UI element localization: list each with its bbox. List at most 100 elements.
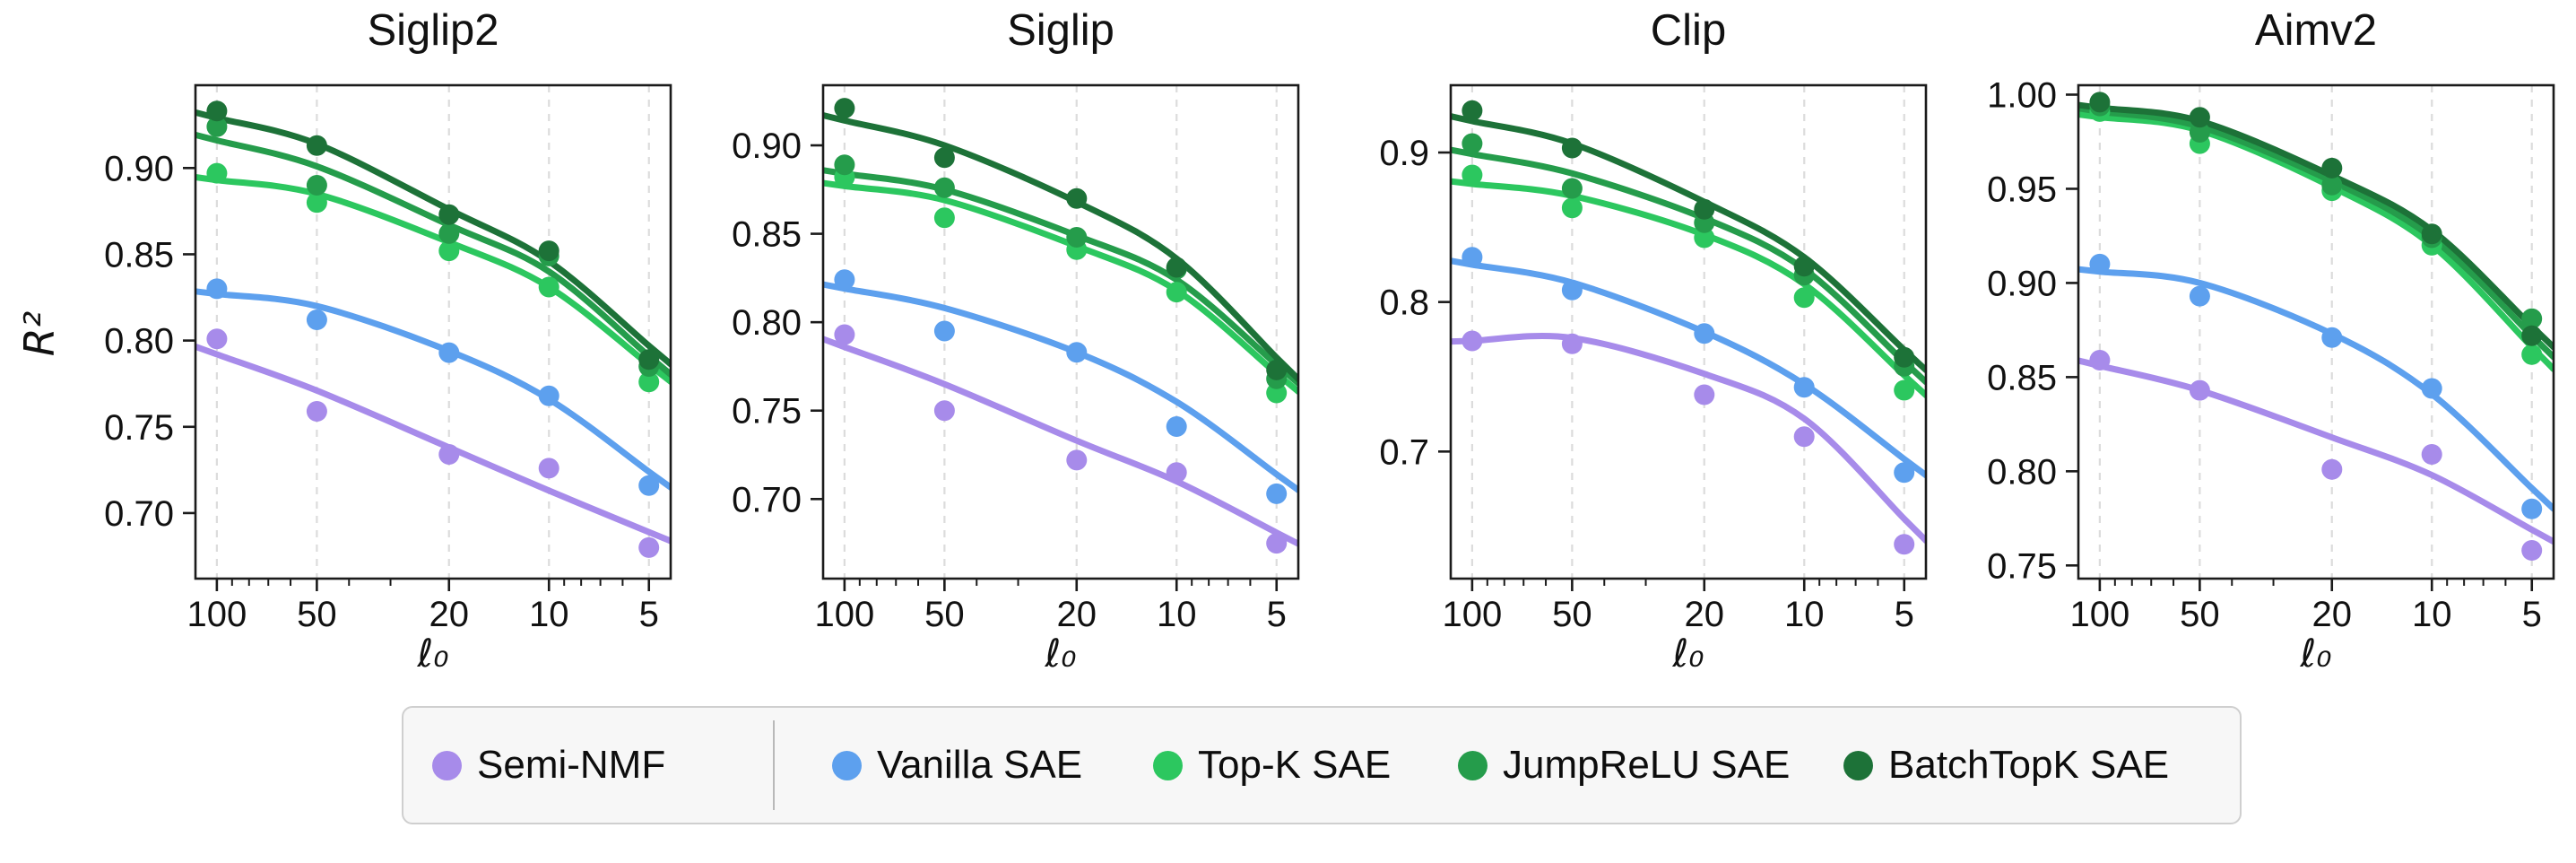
point-batchtopk-sae-x100 [1461,100,1483,121]
point-vanilla-sae-x100 [1461,247,1483,268]
point-batchtopk-sae-x100 [206,100,228,122]
point-top-k-sae-x10 [1166,282,1187,303]
point-semi-nmf-x50 [306,401,327,422]
x-tick-label-5: 5 [639,595,659,634]
fit-line-semi-nmf [1451,333,1926,545]
subplot-clip: 100 50 20 10 5 0.7 0.8 0.9 [1379,83,1928,634]
point-jumprelu-sae-x100 [834,154,855,176]
y-tick-label-0.90: 0.90 [104,149,174,188]
point-top-k-sae-x5 [2521,344,2543,365]
point-batchtopk-sae-x10 [2421,223,2442,245]
legend-marker-jumprelu-sae-icon [1458,750,1487,780]
scatter-jumprelu-sae [2089,95,2543,329]
fit-line-top-k-sae [823,179,1298,395]
point-top-k-sae-x100 [1461,164,1483,186]
legend-label: BatchTopK SAE [1888,743,2170,787]
subplot-title-clip: Clip [1650,6,1727,55]
point-semi-nmf-x20 [1066,449,1088,471]
legend-item-semi-nmf: Semi-NMF [432,708,665,823]
y-tick-label-0.70: 0.70 [732,480,802,519]
point-jumprelu-sae-x50 [1561,178,1583,199]
point-top-k-sae-x10 [538,276,559,298]
point-jumprelu-sae-x5 [2521,308,2543,329]
x-tick-label-10: 10 [1157,595,1197,634]
y-tick-label-0.90: 0.90 [1987,264,2057,303]
point-top-k-sae-x100 [206,162,228,184]
x-tick-label-50: 50 [297,595,337,634]
point-batchtopk-sae-x20 [438,204,460,225]
legend-marker-batchtopk-sae-icon [1843,750,1873,780]
legend-item-jumprelu-sae: JumpReLU SAE [1458,708,1790,823]
x-tick-label-100: 100 [1442,595,1502,634]
subplot-siglip2: 100 50 20 10 5 0.70 0.75 0.80 0.85 0.90 [104,83,672,634]
point-vanilla-sae-x50 [933,320,955,342]
fit-line-jumprelu-sae [2078,105,2554,361]
x-tick-label-50: 50 [924,595,965,634]
x-axis-label-l0: ℓ₀ [2300,632,2332,676]
point-batchtopk-sae-x100 [834,98,855,119]
scatter-top-k-sae [1461,164,1915,401]
point-batchtopk-sae-x100 [2089,92,2111,113]
point-batchtopk-sae-x10 [538,240,559,262]
point-vanilla-sae-x10 [538,385,559,406]
point-batchtopk-sae-x5 [1894,346,1915,368]
point-vanilla-sae-x10 [1166,416,1187,437]
fit-line-semi-nmf [195,343,671,545]
point-batchtopk-sae-x20 [1694,198,1715,220]
x-tick-label-10: 10 [529,595,569,634]
point-vanilla-sae-x5 [638,475,660,496]
x-tick-label-10: 10 [1784,595,1825,634]
point-top-k-sae-x50 [306,192,327,214]
point-vanilla-sae-x10 [2421,378,2442,399]
y-tick-label-0.9: 0.9 [1379,134,1429,173]
point-semi-nmf-x10 [1793,426,1815,448]
point-semi-nmf-x50 [2189,379,2210,401]
subplot-siglip: 100 50 20 10 5 0.70 0.75 0.80 0.85 0.90 [732,83,1300,634]
point-batchtopk-sae-x50 [933,147,955,169]
point-vanilla-sae-x50 [1561,279,1583,301]
subplot-title-siglip2: Siglip2 [367,6,499,55]
y-tick-label-0.85: 0.85 [732,215,802,255]
legend-divider [773,720,775,810]
point-batchtopk-sae-x50 [2189,107,2210,128]
point-batchtopk-sae-x20 [1066,187,1088,209]
legend-label: Vanilla SAE [877,743,1083,787]
scatter-jumprelu-sae [1461,133,1915,377]
point-jumprelu-sae-x100 [1461,133,1483,154]
x-tick-label-20: 20 [1057,595,1097,634]
point-semi-nmf-x50 [1561,333,1583,354]
point-vanilla-sae-x5 [1266,483,1288,504]
y-tick-label-0.90: 0.90 [732,126,802,166]
point-vanilla-sae-x20 [1694,323,1715,344]
axes-spines [2077,83,2555,580]
fit-line-vanilla-sae [823,281,1298,493]
point-semi-nmf-x100 [206,328,228,350]
point-jumprelu-sae-x50 [933,177,955,198]
fit-line-top-k-sae [195,174,671,385]
scatter-top-k-sae [206,162,660,393]
legend-item-vanilla-sae: Vanilla SAE [832,708,1082,823]
point-top-k-sae-x10 [1793,287,1815,309]
y-tick-label-0.7: 0.7 [1379,432,1429,472]
point-batchtopk-sae-x50 [1561,137,1583,159]
legend-marker-top-k-sae-icon [1153,750,1183,780]
point-batchtopk-sae-x5 [1266,359,1288,380]
axes-spines [1449,83,1928,580]
point-jumprelu-sae-x50 [306,175,327,196]
point-vanilla-sae-x50 [306,309,327,330]
scatter-semi-nmf [1461,330,1915,555]
fit-line-top-k-sae [2078,111,2554,372]
fit-line-jumprelu-sae [1451,146,1926,386]
point-batchtopk-sae-x10 [1793,256,1815,277]
point-jumprelu-sae-x20 [1066,227,1088,248]
point-vanilla-sae-x100 [206,278,228,300]
point-jumprelu-sae-x20 [2321,174,2343,196]
point-semi-nmf-x100 [2089,350,2111,370]
scatter-vanilla-sae [206,278,660,496]
point-vanilla-sae-x5 [1894,462,1915,484]
legend-label: Top-K SAE [1198,743,1392,787]
x-axis-label-l0: ℓ₀ [1672,632,1704,676]
axes-spines [194,83,672,580]
